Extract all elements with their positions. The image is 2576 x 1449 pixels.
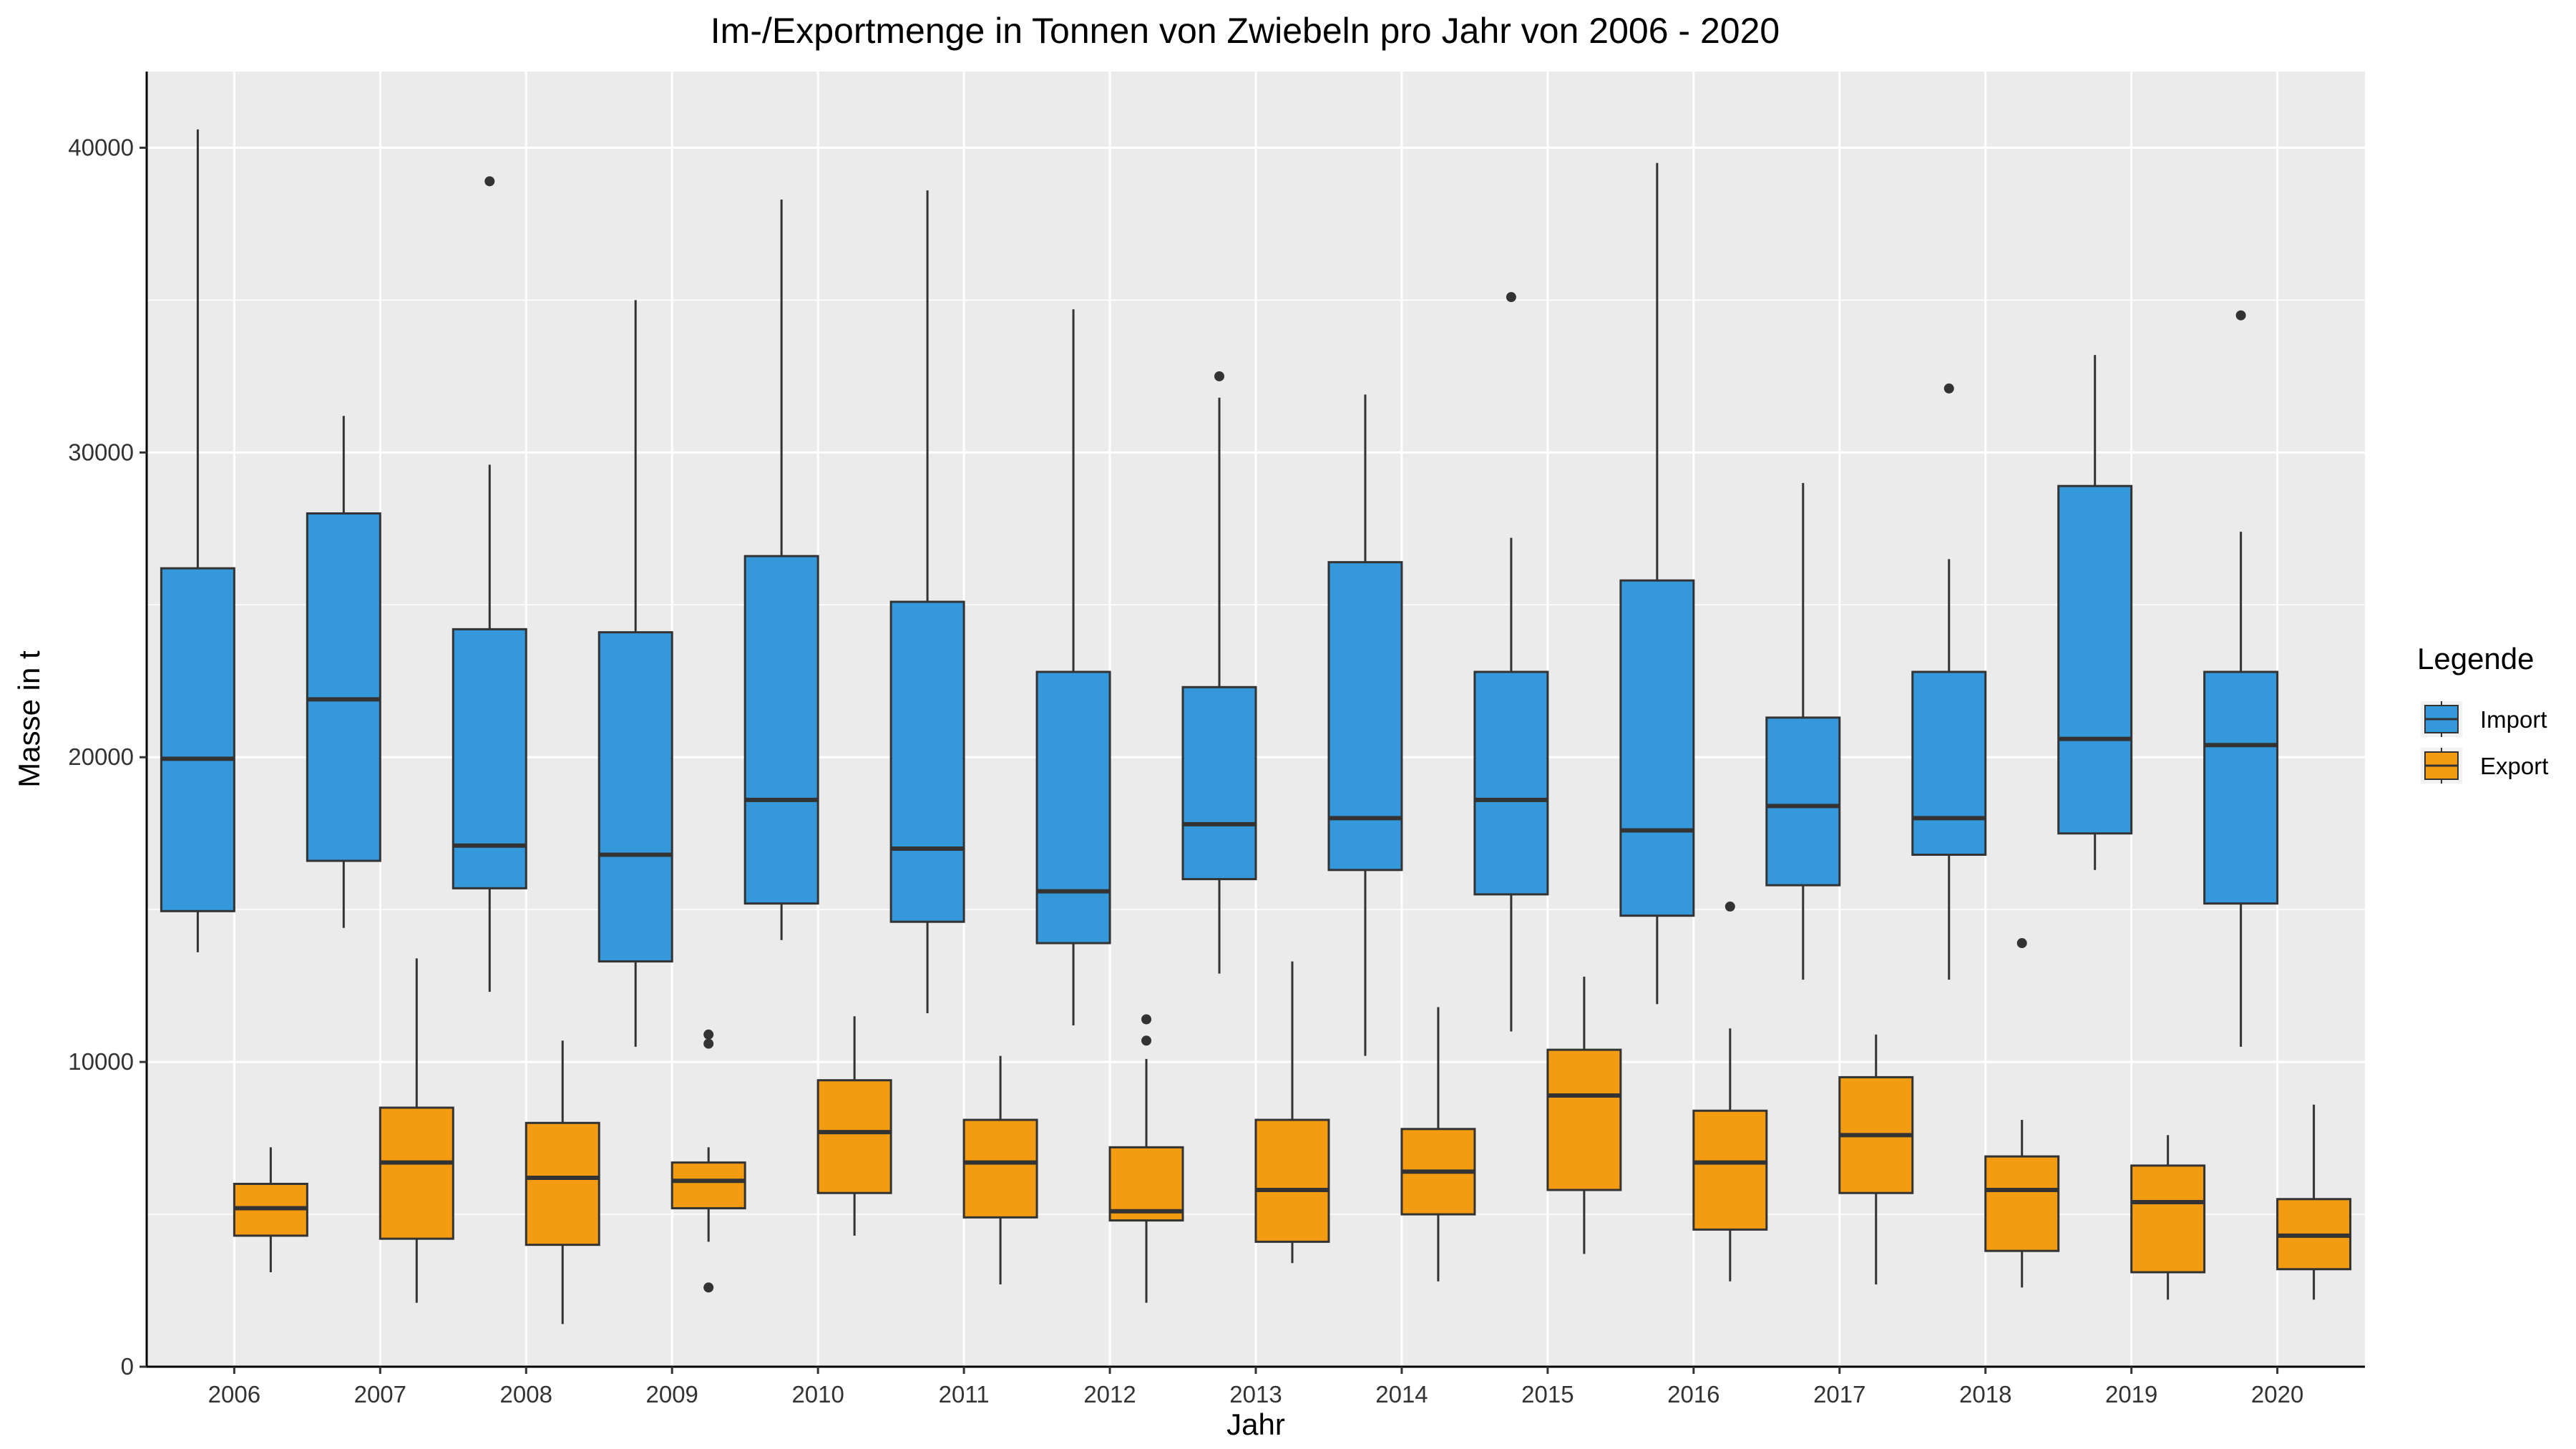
x-tick-label: 2007: [354, 1381, 406, 1407]
x-tick-label: 2019: [2105, 1381, 2157, 1407]
box-body: [1108, 1146, 1184, 1222]
outlier-point: [2235, 310, 2246, 321]
box-export-2014: [1400, 1007, 1476, 1282]
box-import-2019: [2057, 355, 2133, 870]
box-import-2009: [597, 300, 673, 1047]
box-import-2011: [889, 190, 965, 1013]
box-body: [160, 567, 235, 912]
box-export-2013: [1254, 961, 1330, 1264]
box-export-2008: [525, 1040, 600, 1324]
box-body: [743, 555, 819, 905]
box-body: [1984, 1155, 2060, 1252]
box-import-2007: [306, 416, 381, 928]
box-body: [452, 628, 527, 889]
y-tick-label: 10000: [68, 1048, 134, 1075]
outlier-point: [2016, 938, 2027, 949]
y-tick-label: 0: [121, 1353, 134, 1380]
x-tick-label: 2006: [208, 1381, 260, 1407]
box-export-2006: [233, 1147, 308, 1272]
outlier-point: [1724, 901, 1735, 912]
x-axis-ticks: 2006 2007 2008 2009 2010 2011 2012 2013 2014 2015…: [208, 1367, 2303, 1407]
outlier-point: [703, 1038, 714, 1049]
box-export-2007: [379, 958, 454, 1303]
legend-title: Legende: [2417, 642, 2534, 675]
x-tick-label: 2012: [1083, 1381, 1136, 1407]
chart-title: Im-/Exportmenge in Tonnen von Zwiebeln p…: [711, 11, 1780, 51]
box-body: [670, 1161, 746, 1210]
box-import-2020: [2203, 310, 2279, 1047]
box-import-2010: [743, 199, 819, 940]
y-tick-label: 30000: [68, 439, 134, 465]
box-body: [1765, 716, 1841, 887]
box-body: [1619, 579, 1695, 917]
box-import-2006: [160, 129, 235, 952]
outlier-point: [1141, 1014, 1152, 1025]
outlier-point: [1214, 371, 1225, 381]
y-tick-label: 40000: [68, 134, 134, 160]
legend: Legende Import Export: [2417, 642, 2548, 784]
box-import-2018: [1911, 383, 1987, 980]
box-import-2008: [452, 176, 527, 992]
box-import-2014: [1327, 394, 1403, 1056]
outlier-point: [703, 1029, 714, 1040]
outlier-point: [703, 1282, 714, 1293]
box-body: [525, 1121, 600, 1246]
box-export-2009: [670, 1029, 746, 1293]
box-import-2013: [1181, 371, 1257, 974]
y-axis-ticks: 0 10000 20000 30000 40000: [68, 134, 147, 1380]
box-body: [1911, 670, 1987, 857]
box-body: [2130, 1164, 2206, 1274]
x-tick-label: 2010: [791, 1381, 844, 1407]
x-tick-label: 2008: [500, 1381, 552, 1407]
box-import-2016: [1619, 162, 1695, 1005]
y-tick-label: 20000: [68, 743, 134, 770]
box-body: [2203, 670, 2279, 905]
box-body: [597, 631, 673, 963]
legend-label-export: Export: [2480, 753, 2548, 779]
outlier-point: [1943, 383, 1954, 394]
box-body: [2057, 484, 2133, 835]
box-body: [1254, 1118, 1330, 1243]
outlier-point: [1141, 1035, 1152, 1046]
box-import-2012: [1035, 309, 1111, 1026]
box-export-2010: [816, 1016, 892, 1236]
x-tick-label: 2016: [1667, 1381, 1719, 1407]
box-export-2012: [1108, 1014, 1184, 1303]
box-export-2015: [1546, 976, 1622, 1254]
x-axis-title: Jahr: [1226, 1407, 1285, 1441]
box-import-2015: [1473, 292, 1549, 1032]
box-body: [1546, 1048, 1622, 1191]
y-axis-title: Masse in t: [12, 650, 46, 788]
box-body: [1327, 561, 1403, 872]
box-export-2019: [2130, 1135, 2206, 1300]
box-body: [889, 600, 965, 923]
x-tick-label: 2013: [1229, 1381, 1282, 1407]
x-tick-label: 2014: [1375, 1381, 1428, 1407]
x-tick-label: 2018: [1959, 1381, 2011, 1407]
box-body: [379, 1106, 454, 1240]
x-tick-label: 2017: [1813, 1381, 1865, 1407]
box-export-2011: [962, 1055, 1038, 1285]
box-body: [1181, 686, 1257, 881]
box-body: [1035, 670, 1111, 945]
box-series-group: [160, 129, 2352, 1324]
box-body: [306, 512, 381, 862]
x-tick-label: 2015: [1521, 1381, 1574, 1407]
box-export-2020: [2276, 1104, 2352, 1300]
x-tick-label: 2009: [645, 1381, 698, 1407]
x-tick-label: 2020: [2251, 1381, 2303, 1407]
box-export-2018: [1984, 938, 2060, 1288]
box-body: [1473, 670, 1549, 896]
box-export-2016: [1692, 901, 1768, 1282]
outlier-point: [484, 176, 495, 187]
box-body: [1692, 1109, 1768, 1231]
box-export-2017: [1838, 1034, 1914, 1285]
x-tick-label: 2011: [939, 1381, 990, 1407]
box-import-2017: [1765, 482, 1841, 980]
box-body: [962, 1118, 1038, 1219]
outlier-point: [1506, 292, 1516, 303]
legend-label-import: Import: [2480, 706, 2547, 733]
box-body: [816, 1079, 892, 1194]
